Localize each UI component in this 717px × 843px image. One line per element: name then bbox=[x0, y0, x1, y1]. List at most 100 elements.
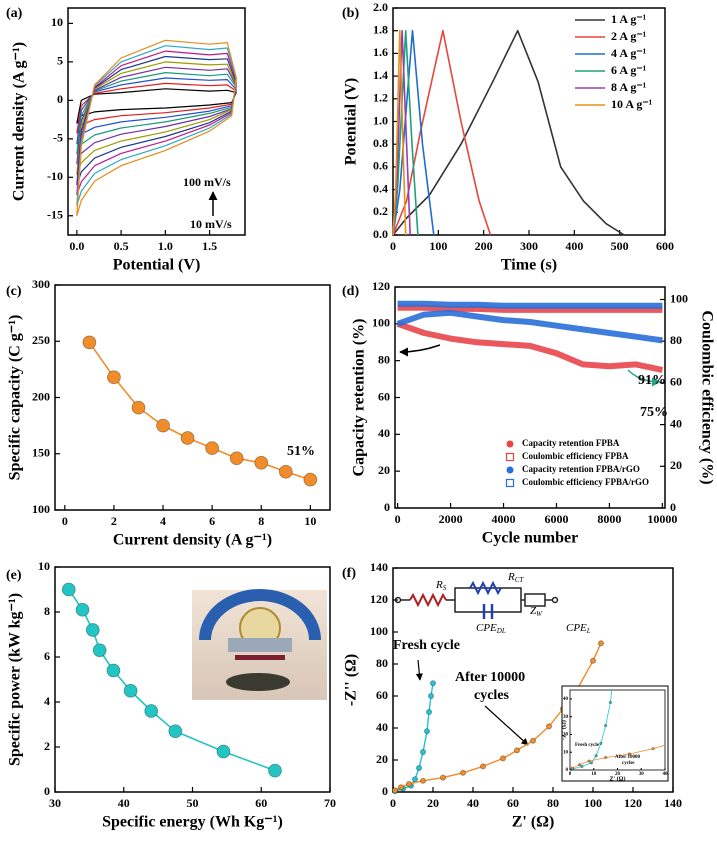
data-point bbox=[627, 752, 631, 756]
plot-frame bbox=[67, 7, 246, 236]
y2-tick-label: 60 bbox=[670, 375, 682, 389]
inset-y-tick-label: 30 bbox=[563, 715, 569, 720]
data-point bbox=[415, 765, 422, 772]
y-tick-label: 10 bbox=[38, 559, 50, 573]
y-axis-label: Specific capacity (C g⁻¹) bbox=[7, 315, 24, 481]
inset-y-axis-label: -Z'' (Ω) bbox=[560, 720, 567, 740]
circuit-diagram bbox=[394, 580, 559, 619]
y-tick-label: 6 bbox=[44, 649, 50, 663]
circuit-label-main: R bbox=[435, 579, 443, 591]
y-tick-label: 100 bbox=[372, 316, 390, 330]
data-point bbox=[590, 657, 597, 664]
y2-tick-label: 100 bbox=[670, 291, 688, 305]
data-point bbox=[216, 744, 231, 759]
series-line bbox=[68, 589, 276, 772]
circuit-label-main: CPE bbox=[566, 622, 587, 634]
y-tick-label: 0 bbox=[384, 500, 390, 514]
inset-x-tick-label: 0 bbox=[569, 772, 572, 777]
x-tick-label: 1.5 bbox=[202, 239, 217, 253]
data-point bbox=[599, 741, 603, 745]
x-tick-label: 60 bbox=[255, 796, 267, 810]
x-axis-label: Current density (A g⁻¹) bbox=[113, 532, 272, 549]
y-tick-label: 250 bbox=[32, 333, 50, 347]
y-axis-label: Potential (V) bbox=[343, 78, 360, 166]
data-point bbox=[570, 766, 574, 770]
annotation: Fresh cycle bbox=[393, 638, 460, 653]
circuit-label: RCT bbox=[507, 571, 524, 584]
y-tick-label: 120 bbox=[370, 592, 388, 606]
circuit-label-sub: CT bbox=[515, 576, 525, 584]
data-point bbox=[612, 680, 614, 682]
y-axis-label: Specific power (kW kg⁻¹) bbox=[7, 593, 24, 766]
legend-marker bbox=[506, 466, 514, 474]
y-tick-label: 60 bbox=[378, 389, 390, 403]
legend-marker bbox=[506, 440, 514, 448]
legend-marker bbox=[505, 452, 515, 462]
circuit-label: RS bbox=[435, 579, 447, 592]
x-tick-label: 100 bbox=[584, 796, 602, 810]
annotation: 75% bbox=[640, 405, 668, 420]
legend-label: Coulombic efficiency FPBA/rGO bbox=[522, 477, 649, 487]
data-point bbox=[598, 640, 605, 647]
series-line bbox=[88, 341, 311, 481]
y-tick-label: 60 bbox=[376, 688, 388, 702]
y-axis-label: Current density (A g⁻¹) bbox=[11, 42, 28, 201]
arrow bbox=[415, 659, 423, 681]
circuit-label-main: R bbox=[507, 571, 515, 583]
y2-tick-label: 40 bbox=[670, 416, 682, 430]
x-tick-label: 6 bbox=[209, 514, 215, 528]
y-tick-label: 20 bbox=[376, 752, 388, 766]
series-line bbox=[396, 320, 664, 373]
annotation: 51% bbox=[287, 444, 315, 459]
series-line bbox=[76, 39, 237, 216]
data-point bbox=[278, 464, 293, 479]
x-tick-label: 1.0 bbox=[158, 239, 173, 253]
data-point bbox=[676, 740, 678, 742]
x-tick-label: 6000 bbox=[544, 512, 568, 526]
x-tick-label: 120 bbox=[624, 796, 642, 810]
y-tick-label: 0.2 bbox=[373, 204, 388, 218]
y-tick-label: 80 bbox=[376, 656, 388, 670]
y-tick-label: 0 bbox=[57, 92, 63, 106]
data-point bbox=[423, 728, 430, 735]
y-tick-label: 80 bbox=[378, 352, 390, 366]
data-point bbox=[589, 761, 593, 765]
circuit-label-main: CPE bbox=[476, 622, 497, 634]
y-tick-label: 150 bbox=[32, 446, 50, 460]
panel-label: (c) bbox=[6, 284, 22, 299]
data-point bbox=[608, 700, 612, 705]
data-point bbox=[75, 602, 90, 617]
x-tick-label: 60 bbox=[507, 796, 519, 810]
inset-x-tick-label: 40 bbox=[663, 772, 669, 777]
data-point bbox=[419, 749, 426, 756]
annotation: cycles bbox=[474, 688, 510, 703]
y-tick-label: 0.6 bbox=[373, 159, 388, 173]
legend-label: 6 A g⁻¹ bbox=[611, 63, 647, 77]
data-point bbox=[85, 623, 100, 637]
inset-x-tick-label: 30 bbox=[639, 772, 645, 777]
x-axis-label: Cycle number bbox=[482, 530, 578, 547]
data-point bbox=[604, 755, 608, 760]
y-tick-label: 1.8 bbox=[373, 22, 388, 36]
data-point bbox=[439, 774, 446, 781]
data-point bbox=[514, 747, 521, 754]
circuit-label-sub: DL bbox=[496, 627, 506, 635]
inset-y-tick-label: 20 bbox=[563, 733, 569, 738]
x-tick-label: 4000 bbox=[492, 512, 516, 526]
arrow bbox=[627, 369, 661, 387]
x-tick-label: 70 bbox=[324, 796, 336, 810]
x-tick-label: 8 bbox=[258, 514, 264, 528]
y-axis-label: Capacity retention (%) bbox=[351, 319, 368, 477]
circuit-label-sub: L bbox=[586, 627, 591, 635]
plot-frame bbox=[392, 567, 674, 793]
series-line bbox=[392, 29, 407, 236]
panel-label: (f) bbox=[342, 566, 356, 581]
data-point bbox=[459, 769, 466, 776]
y2-tick-label: 0 bbox=[670, 500, 676, 514]
legend-label: Capacity retention FPBA bbox=[522, 438, 620, 448]
data-point bbox=[82, 335, 97, 350]
x-tick-label: 80 bbox=[547, 796, 559, 810]
x-tick-label: 0 bbox=[390, 239, 396, 253]
data-point bbox=[580, 764, 584, 769]
x-tick-label: 10000 bbox=[647, 512, 677, 526]
